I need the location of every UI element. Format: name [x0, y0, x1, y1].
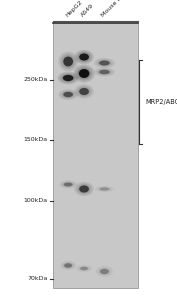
Ellipse shape	[100, 269, 109, 274]
Ellipse shape	[76, 265, 92, 272]
Ellipse shape	[96, 59, 113, 67]
Ellipse shape	[62, 182, 74, 187]
Ellipse shape	[59, 181, 77, 188]
Ellipse shape	[80, 267, 88, 270]
Ellipse shape	[79, 266, 89, 271]
Ellipse shape	[76, 183, 92, 195]
Ellipse shape	[63, 92, 73, 97]
Ellipse shape	[74, 84, 94, 99]
Text: AS49: AS49	[81, 3, 95, 18]
Ellipse shape	[76, 86, 92, 97]
Ellipse shape	[61, 181, 75, 188]
Ellipse shape	[79, 185, 89, 193]
Text: 250kDa: 250kDa	[24, 77, 48, 82]
Text: 70kDa: 70kDa	[27, 277, 48, 281]
Ellipse shape	[60, 73, 77, 83]
Ellipse shape	[61, 74, 75, 82]
Ellipse shape	[78, 52, 90, 62]
Ellipse shape	[60, 90, 76, 99]
Ellipse shape	[94, 68, 115, 76]
Ellipse shape	[60, 261, 76, 270]
Ellipse shape	[94, 58, 115, 68]
Ellipse shape	[77, 68, 91, 79]
Ellipse shape	[63, 75, 73, 81]
Ellipse shape	[97, 267, 112, 276]
Ellipse shape	[99, 188, 109, 190]
Ellipse shape	[74, 50, 94, 64]
Ellipse shape	[73, 64, 95, 82]
Text: MRP2/ABCC2: MRP2/ABCC2	[145, 99, 177, 105]
Ellipse shape	[78, 87, 90, 96]
Ellipse shape	[74, 182, 94, 196]
Ellipse shape	[64, 263, 72, 268]
Ellipse shape	[79, 88, 89, 95]
Ellipse shape	[78, 184, 90, 194]
Ellipse shape	[62, 262, 75, 269]
Ellipse shape	[99, 268, 110, 275]
Ellipse shape	[98, 60, 111, 66]
Text: 100kDa: 100kDa	[24, 199, 48, 203]
Ellipse shape	[60, 54, 76, 69]
Ellipse shape	[58, 52, 78, 71]
Ellipse shape	[99, 70, 110, 74]
Ellipse shape	[62, 55, 75, 68]
Ellipse shape	[79, 53, 89, 61]
Ellipse shape	[78, 266, 90, 272]
Text: Mouse lung: Mouse lung	[101, 0, 130, 18]
Ellipse shape	[79, 69, 89, 78]
Ellipse shape	[99, 61, 110, 65]
Ellipse shape	[96, 266, 113, 277]
Ellipse shape	[63, 56, 73, 67]
Ellipse shape	[63, 262, 73, 268]
Ellipse shape	[58, 89, 78, 100]
Ellipse shape	[64, 182, 73, 187]
Text: 150kDa: 150kDa	[24, 137, 48, 142]
Ellipse shape	[76, 51, 92, 63]
Ellipse shape	[76, 66, 93, 81]
Bar	[53, 21, 138, 288]
Text: HepG2: HepG2	[65, 0, 83, 18]
Ellipse shape	[58, 72, 79, 84]
Ellipse shape	[96, 68, 113, 76]
Ellipse shape	[62, 91, 75, 98]
Ellipse shape	[98, 69, 111, 75]
